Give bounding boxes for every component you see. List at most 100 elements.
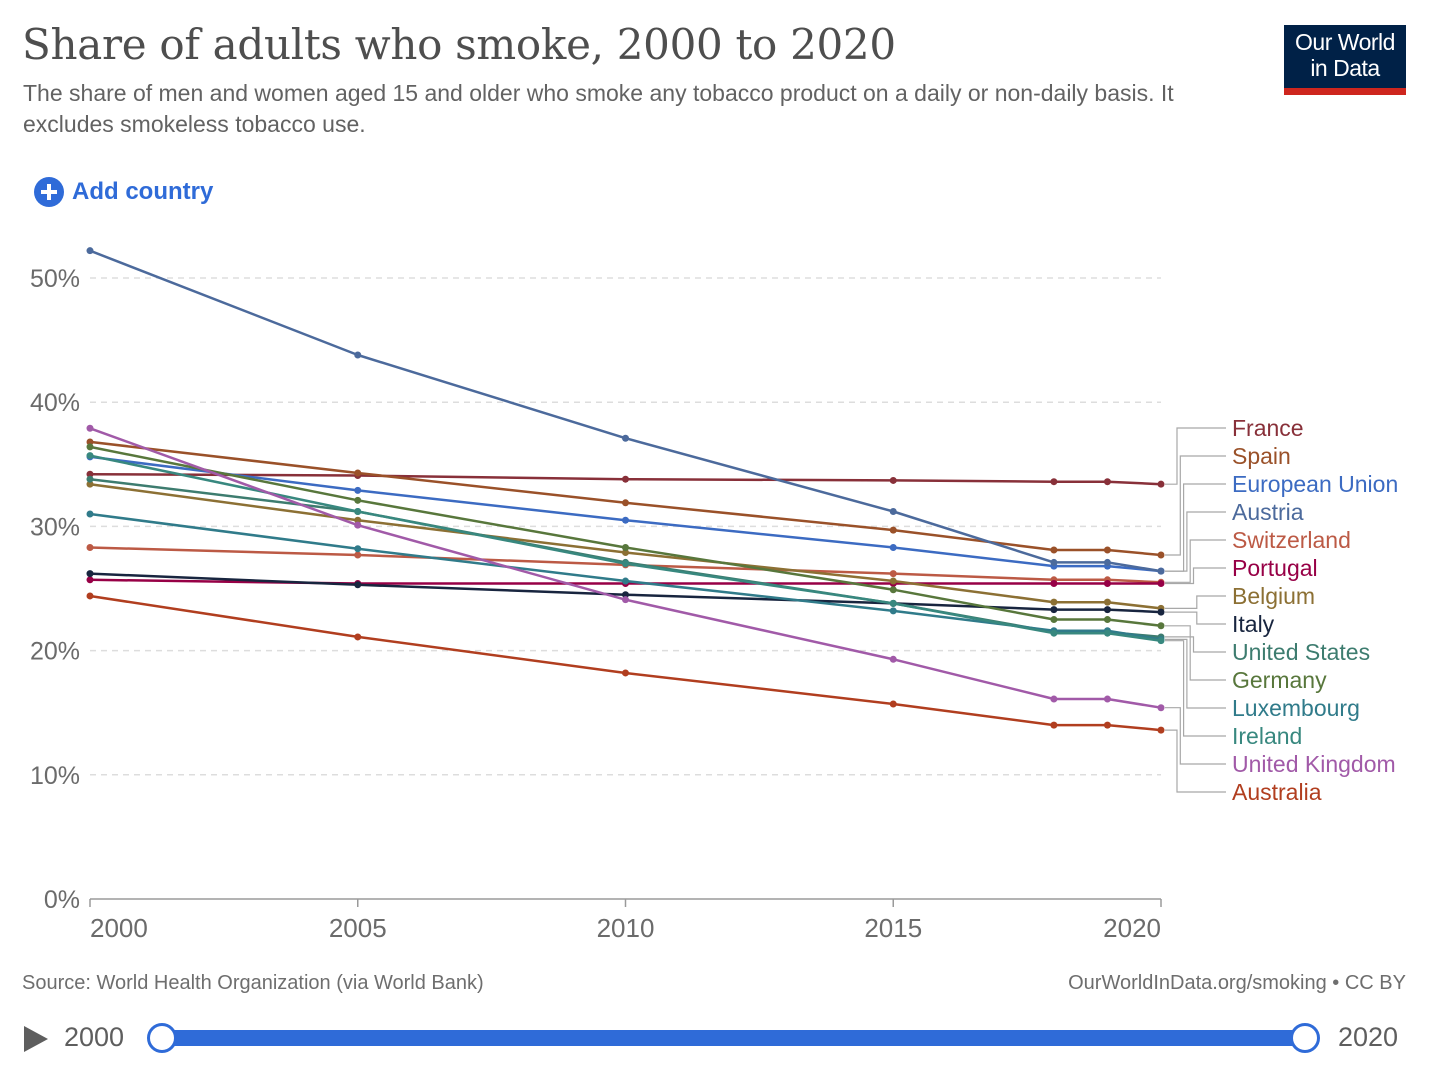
data-point bbox=[1103, 695, 1111, 703]
data-point bbox=[1050, 629, 1058, 637]
legend-connector bbox=[1165, 595, 1226, 610]
legend-connector bbox=[1165, 640, 1226, 737]
data-point bbox=[622, 591, 629, 599]
logo-line-2: in Data bbox=[1310, 54, 1380, 81]
legend-connector bbox=[1165, 539, 1226, 583]
data-point bbox=[354, 486, 362, 494]
timeline-end-label: 2020 bbox=[1338, 1022, 1399, 1052]
x-tick-label: 2015 bbox=[864, 913, 922, 943]
data-point bbox=[1103, 546, 1111, 554]
y-tick-label: 40% bbox=[30, 389, 80, 417]
data-point bbox=[354, 521, 362, 529]
data-point bbox=[1050, 546, 1058, 554]
data-point bbox=[622, 499, 629, 507]
data-point bbox=[889, 607, 897, 615]
data-point bbox=[889, 700, 897, 708]
timeline-start-handle[interactable] bbox=[147, 1023, 177, 1053]
data-point bbox=[622, 560, 629, 568]
data-point bbox=[889, 476, 897, 484]
play-icon[interactable] bbox=[24, 1026, 48, 1052]
legend-label: Australia bbox=[1232, 779, 1322, 805]
y-tick-label: 20% bbox=[30, 638, 80, 666]
legend-label: United Kingdom bbox=[1232, 751, 1396, 777]
x-tick-label: 2005 bbox=[329, 913, 387, 943]
data-point bbox=[889, 544, 897, 552]
legend-connector bbox=[1165, 567, 1226, 585]
data-point bbox=[1050, 695, 1058, 703]
data-point bbox=[889, 586, 897, 594]
data-point bbox=[889, 655, 897, 663]
data-point bbox=[1157, 551, 1165, 559]
page-title: Share of adults who smoke, 2000 to 2020 bbox=[22, 20, 896, 69]
data-point bbox=[889, 577, 897, 585]
data-point bbox=[354, 469, 362, 477]
data-point bbox=[354, 351, 362, 359]
data-point bbox=[1103, 629, 1111, 637]
legend-label: United States bbox=[1232, 639, 1370, 665]
data-point bbox=[1050, 580, 1058, 588]
data-point bbox=[86, 452, 94, 460]
x-tick-label: 2020 bbox=[1103, 913, 1161, 943]
data-point bbox=[889, 570, 897, 578]
data-point bbox=[1157, 580, 1165, 588]
legend-connector bbox=[1165, 511, 1226, 572]
legend-connector bbox=[1165, 483, 1226, 572]
plus-circle-icon bbox=[34, 177, 64, 207]
data-point bbox=[1157, 622, 1165, 630]
data-point bbox=[86, 544, 94, 552]
data-point bbox=[354, 545, 362, 553]
legend-connector bbox=[1165, 611, 1226, 625]
data-point bbox=[1103, 616, 1111, 624]
data-point bbox=[86, 480, 94, 488]
timeline-track[interactable] bbox=[162, 1030, 1306, 1046]
data-point bbox=[86, 470, 94, 478]
legend-label: Portugal bbox=[1232, 555, 1318, 581]
data-point bbox=[354, 581, 362, 589]
data-point bbox=[622, 669, 629, 677]
y-tick-label: 50% bbox=[30, 265, 80, 293]
data-point bbox=[889, 599, 897, 607]
data-point bbox=[1103, 606, 1111, 614]
data-point bbox=[1050, 606, 1058, 614]
data-point bbox=[354, 633, 362, 641]
data-point bbox=[86, 475, 94, 483]
data-point bbox=[1050, 558, 1058, 566]
y-tick-label: 30% bbox=[30, 513, 80, 541]
legend-connector bbox=[1165, 638, 1226, 709]
data-point bbox=[1103, 478, 1111, 486]
timeline: 2000 2020 bbox=[0, 1010, 1432, 1070]
data-point bbox=[1103, 721, 1111, 729]
data-point bbox=[622, 577, 629, 585]
series-line bbox=[89, 594, 1162, 732]
timeline-end-handle[interactable] bbox=[1290, 1023, 1320, 1053]
legend-connector bbox=[1165, 729, 1226, 793]
data-point bbox=[889, 507, 897, 515]
data-point bbox=[1157, 637, 1165, 645]
data-point bbox=[86, 510, 94, 518]
data-point bbox=[354, 496, 362, 504]
source-note: Source: World Health Organization (via W… bbox=[22, 972, 484, 994]
legend-label: France bbox=[1232, 415, 1304, 441]
data-point bbox=[86, 247, 94, 255]
data-point bbox=[622, 596, 629, 604]
data-point bbox=[86, 443, 94, 451]
legend-connector bbox=[1165, 625, 1226, 681]
data-point bbox=[1157, 704, 1165, 712]
line-chart: 0% 10% 20% 30% 40% 50% 2000 2005 2010 2015 2020 Fra… bbox=[30, 247, 1398, 943]
legend-label: Luxembourg bbox=[1232, 695, 1360, 721]
legend-label: Austria bbox=[1232, 499, 1304, 525]
data-point bbox=[1050, 721, 1058, 729]
owid-logo[interactable]: Our World in Data bbox=[1284, 25, 1406, 95]
legend-connector bbox=[1165, 636, 1226, 653]
legend-label: Italy bbox=[1232, 611, 1275, 637]
data-point bbox=[1050, 478, 1058, 486]
add-country-button[interactable]: Add country bbox=[34, 177, 213, 207]
data-point bbox=[622, 475, 629, 483]
data-point bbox=[86, 424, 94, 432]
x-tick-label: 2000 bbox=[90, 913, 148, 943]
legend-label: European Union bbox=[1232, 471, 1398, 497]
logo-line-1: Our World bbox=[1295, 28, 1395, 55]
legend-label: Spain bbox=[1232, 443, 1291, 469]
source-link[interactable]: OurWorldInData.org/smoking • CC BY bbox=[1068, 972, 1406, 994]
timeline-start-label: 2000 bbox=[64, 1022, 125, 1052]
